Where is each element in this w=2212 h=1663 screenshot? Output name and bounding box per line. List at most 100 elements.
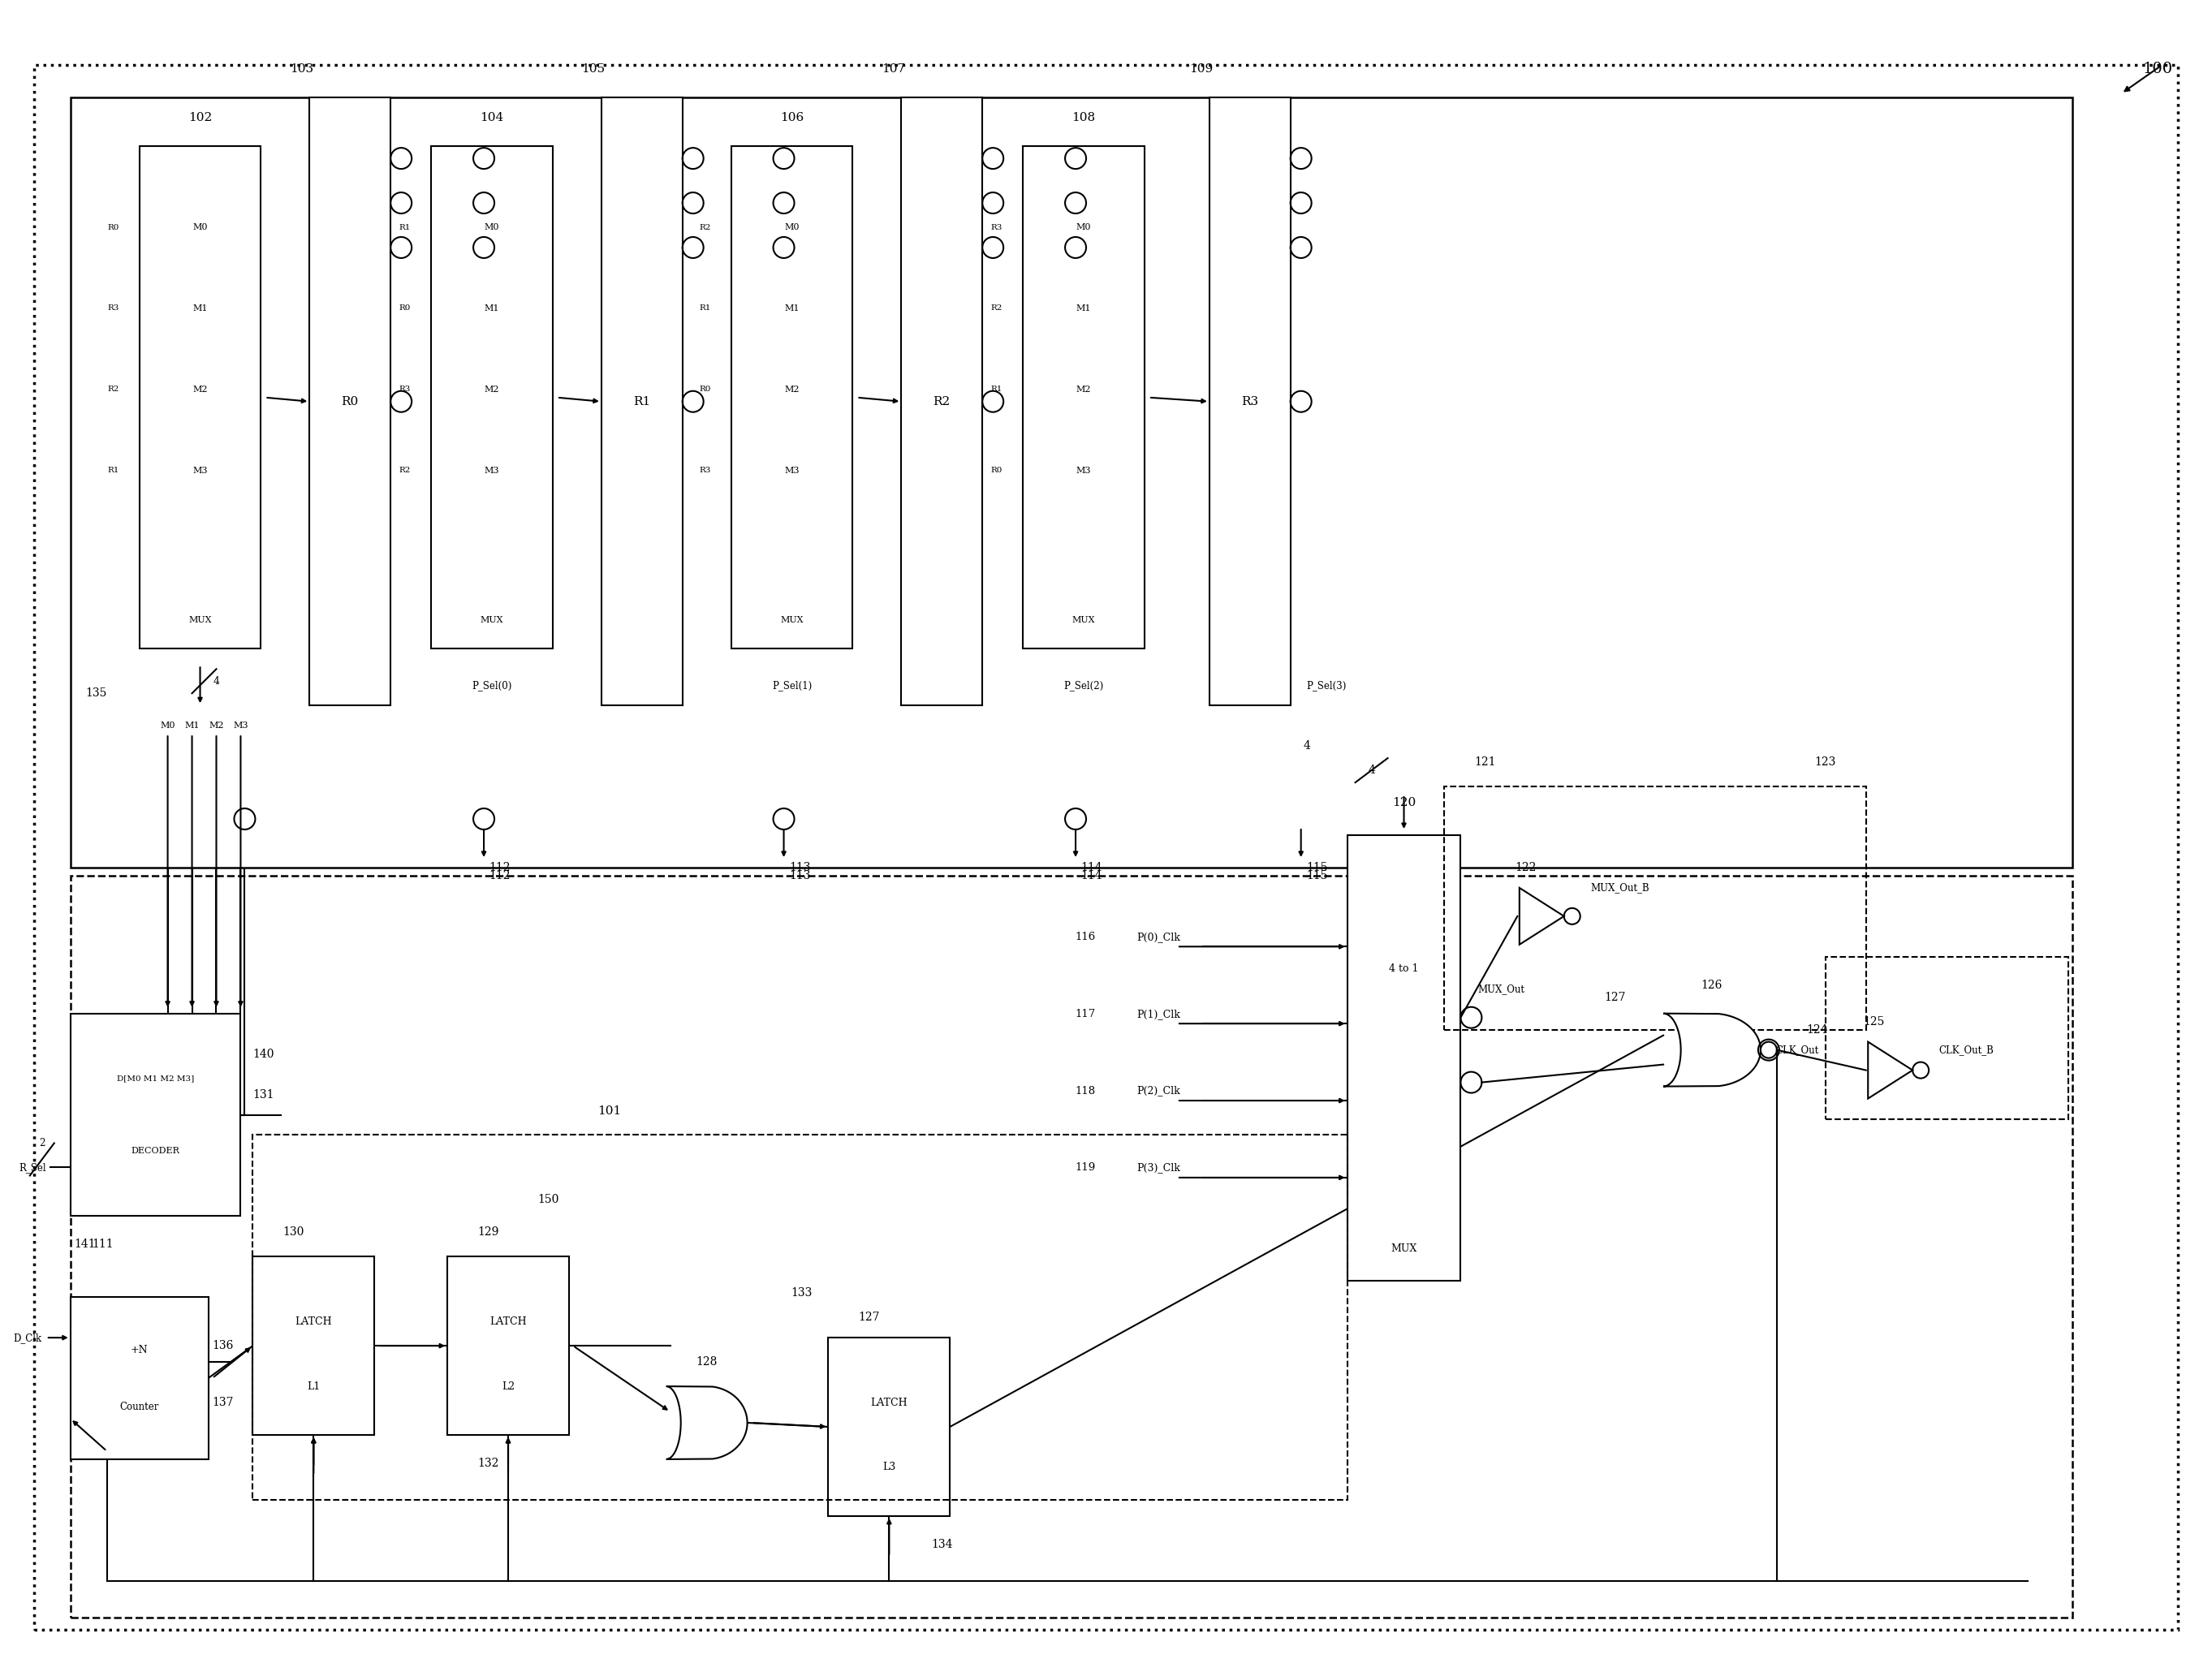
Text: 119: 119 (1075, 1162, 1095, 1172)
Text: P(2)_Clk: P(2)_Clk (1137, 1086, 1179, 1096)
Text: R2: R2 (699, 223, 710, 231)
Text: 117: 117 (1075, 1008, 1095, 1019)
Text: M3: M3 (192, 466, 208, 474)
Text: 140: 140 (252, 1048, 274, 1059)
Text: MUX: MUX (480, 617, 504, 624)
Text: 121: 121 (1473, 757, 1495, 768)
Text: 118: 118 (1075, 1086, 1095, 1096)
Text: M0: M0 (192, 223, 208, 231)
Bar (827, 1337, 949, 1517)
Text: Counter: Counter (119, 1402, 159, 1412)
Text: LATCH: LATCH (489, 1315, 526, 1327)
Text: 120: 120 (1391, 797, 1416, 808)
Text: R1: R1 (398, 223, 411, 231)
Text: R1: R1 (633, 396, 650, 407)
Text: 130: 130 (283, 1227, 303, 1237)
Text: 113: 113 (790, 861, 812, 873)
Text: DECODER: DECODER (131, 1147, 179, 1156)
Text: P_Sel(3): P_Sel(3) (1307, 680, 1347, 690)
Text: MUX_Out: MUX_Out (1478, 984, 1524, 994)
Text: 4: 4 (1303, 740, 1310, 752)
Text: 4: 4 (212, 675, 219, 687)
Text: R2: R2 (933, 396, 951, 407)
Bar (252, 1136, 1347, 1500)
Polygon shape (666, 1387, 748, 1458)
Text: 112: 112 (489, 870, 511, 881)
Text: 105: 105 (582, 63, 606, 75)
Bar (602, 98, 684, 705)
Text: L3: L3 (883, 1462, 896, 1473)
Text: M3: M3 (484, 466, 500, 474)
Text: D[M0 M1 M2 M3]: D[M0 M1 M2 M3] (117, 1074, 195, 1083)
Text: R3: R3 (398, 386, 411, 392)
Text: 116: 116 (1075, 931, 1095, 943)
Bar (71, 98, 2073, 868)
Text: 104: 104 (480, 111, 504, 123)
Text: R_Sel: R_Sel (18, 1162, 46, 1172)
Bar (431, 146, 553, 649)
Text: 106: 106 (781, 111, 803, 123)
Text: 113: 113 (790, 870, 812, 881)
Text: R0: R0 (991, 467, 1002, 474)
Text: 2: 2 (40, 1137, 44, 1149)
Bar (1022, 146, 1144, 649)
Text: R1: R1 (699, 304, 710, 313)
Text: 114: 114 (1082, 870, 1102, 881)
Text: 100: 100 (2143, 62, 2172, 76)
Text: 124: 124 (1807, 1024, 1827, 1036)
Text: R0: R0 (108, 223, 119, 231)
Text: M2: M2 (192, 386, 208, 394)
Text: M3: M3 (785, 466, 799, 474)
Text: 127: 127 (1604, 991, 1626, 1003)
Text: R3: R3 (108, 304, 119, 313)
Text: LATCH: LATCH (872, 1397, 907, 1409)
Text: 108: 108 (1073, 111, 1095, 123)
Text: M0: M0 (484, 223, 500, 231)
Text: 137: 137 (212, 1397, 234, 1409)
Text: MUX: MUX (1073, 617, 1095, 624)
Bar (732, 146, 852, 649)
Text: MUX: MUX (188, 617, 212, 624)
Text: P(3)_Clk: P(3)_Clk (1137, 1162, 1181, 1172)
Bar (900, 98, 982, 705)
Polygon shape (1520, 888, 1564, 945)
Bar (71, 1013, 241, 1216)
Text: M1: M1 (484, 304, 500, 313)
Bar (447, 1257, 568, 1435)
Text: P(0)_Clk: P(0)_Clk (1137, 931, 1181, 943)
Text: M1: M1 (1077, 304, 1091, 313)
Text: P_Sel(1): P_Sel(1) (772, 680, 812, 690)
Text: 131: 131 (252, 1089, 274, 1101)
Text: 103: 103 (290, 63, 314, 75)
Text: M0: M0 (159, 722, 175, 730)
Text: MUX_Out_B: MUX_Out_B (1590, 883, 1650, 893)
Text: R2: R2 (991, 304, 1002, 313)
Text: R3: R3 (699, 467, 710, 474)
Text: R1: R1 (108, 467, 119, 474)
Polygon shape (1663, 1013, 1761, 1086)
Bar (1444, 787, 1867, 1029)
Text: 135: 135 (86, 687, 106, 698)
Text: M3: M3 (1077, 466, 1091, 474)
Text: M3: M3 (232, 722, 248, 730)
Text: 136: 136 (212, 1340, 234, 1352)
Text: 101: 101 (597, 1104, 622, 1116)
Text: 112: 112 (489, 861, 511, 873)
Text: L2: L2 (502, 1380, 515, 1392)
Text: 133: 133 (790, 1287, 812, 1299)
Text: 107: 107 (880, 63, 905, 75)
Text: 111: 111 (93, 1239, 113, 1251)
Bar (252, 1257, 374, 1435)
Text: LATCH: LATCH (294, 1315, 332, 1327)
Text: R3: R3 (991, 223, 1002, 231)
Text: M0: M0 (785, 223, 799, 231)
Text: M1: M1 (184, 722, 199, 730)
Text: 126: 126 (1701, 980, 1723, 991)
Text: R2: R2 (398, 467, 411, 474)
Bar (1825, 956, 2068, 1119)
Text: P(1)_Clk: P(1)_Clk (1137, 1008, 1181, 1019)
Text: 128: 128 (697, 1357, 717, 1367)
Text: R3: R3 (1241, 396, 1259, 407)
Text: D_Clk: D_Clk (13, 1332, 42, 1344)
Text: 123: 123 (1814, 757, 1836, 768)
